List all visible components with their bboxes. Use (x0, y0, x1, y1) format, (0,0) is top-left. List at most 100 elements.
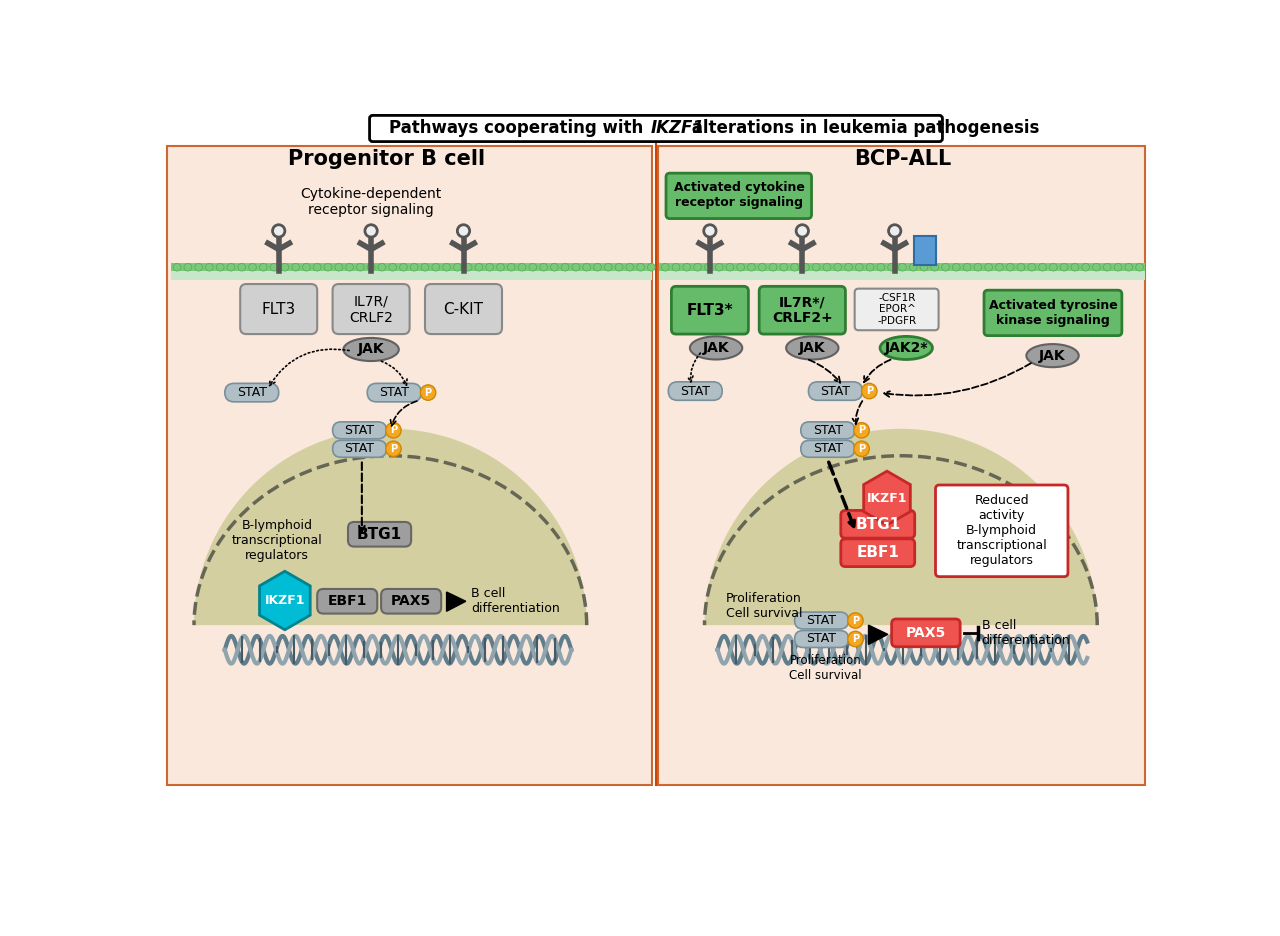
Circle shape (854, 423, 869, 438)
Circle shape (847, 631, 863, 647)
FancyBboxPatch shape (809, 382, 863, 401)
Text: PAX5: PAX5 (390, 594, 431, 608)
Text: Activated tyrosine
kinase signaling: Activated tyrosine kinase signaling (989, 299, 1117, 327)
Ellipse shape (343, 338, 399, 361)
Circle shape (636, 263, 644, 271)
Text: IKZF1: IKZF1 (265, 594, 305, 607)
Text: B cell
differentiation: B cell differentiation (982, 619, 1070, 647)
FancyBboxPatch shape (333, 422, 387, 439)
Circle shape (662, 263, 669, 271)
Text: Cytokine-dependent
receptor signaling: Cytokine-dependent receptor signaling (301, 186, 442, 217)
Wedge shape (704, 429, 1097, 625)
FancyBboxPatch shape (425, 284, 502, 334)
Circle shape (273, 225, 285, 237)
FancyBboxPatch shape (795, 612, 849, 629)
Text: BTG1: BTG1 (855, 517, 900, 532)
Circle shape (759, 263, 767, 271)
Circle shape (421, 263, 429, 271)
FancyBboxPatch shape (841, 510, 915, 538)
Circle shape (737, 263, 745, 271)
Text: -CSF1R
EPOR^
-PDGFR: -CSF1R EPOR^ -PDGFR (878, 293, 916, 326)
Bar (168, 146, 652, 785)
Circle shape (216, 263, 224, 271)
Text: STAT: STAT (820, 385, 850, 398)
FancyBboxPatch shape (241, 284, 317, 334)
Circle shape (431, 263, 439, 271)
Circle shape (942, 263, 950, 271)
Text: STAT: STAT (806, 633, 837, 646)
Text: P: P (390, 444, 397, 454)
Circle shape (1114, 263, 1121, 271)
Circle shape (411, 263, 419, 271)
Circle shape (562, 263, 570, 271)
Text: STAT: STAT (813, 424, 842, 437)
Bar (914, 236, 936, 265)
Circle shape (648, 263, 655, 271)
FancyBboxPatch shape (892, 619, 960, 647)
Circle shape (996, 263, 1004, 271)
Circle shape (823, 263, 831, 271)
Bar (172, 263, 652, 271)
Ellipse shape (690, 336, 742, 359)
Circle shape (1135, 263, 1143, 271)
Circle shape (282, 263, 289, 271)
Text: IKZF1: IKZF1 (867, 491, 908, 505)
Circle shape (861, 384, 877, 399)
Circle shape (854, 441, 869, 457)
Circle shape (389, 263, 397, 271)
Bar (659, 263, 1144, 271)
Circle shape (248, 263, 256, 271)
Circle shape (314, 263, 321, 271)
Circle shape (378, 263, 385, 271)
Circle shape (813, 263, 820, 271)
FancyBboxPatch shape (333, 440, 387, 458)
FancyBboxPatch shape (795, 631, 849, 648)
Circle shape (1060, 263, 1068, 271)
Circle shape (356, 263, 365, 271)
Circle shape (726, 263, 733, 271)
Circle shape (497, 263, 504, 271)
Text: alterations in leukemia pathogenesis: alterations in leukemia pathogenesis (686, 120, 1039, 138)
Text: FLT3: FLT3 (261, 302, 296, 317)
Circle shape (780, 263, 787, 271)
Circle shape (475, 263, 483, 271)
Circle shape (1050, 263, 1057, 271)
Text: Reduced
activity
B-lymphoid
transcriptional
regulators: Reduced activity B-lymphoid transcriptio… (956, 494, 1047, 567)
Circle shape (1006, 263, 1014, 271)
Circle shape (227, 263, 234, 271)
Text: P: P (858, 444, 865, 454)
FancyBboxPatch shape (672, 286, 749, 334)
Circle shape (801, 263, 809, 271)
Circle shape (952, 263, 960, 271)
Circle shape (457, 225, 470, 237)
Bar (659, 271, 1144, 280)
FancyBboxPatch shape (666, 173, 812, 219)
Circle shape (1103, 263, 1111, 271)
Circle shape (1018, 263, 1025, 271)
Circle shape (1038, 263, 1046, 271)
Circle shape (931, 263, 938, 271)
FancyBboxPatch shape (936, 485, 1068, 577)
Ellipse shape (786, 336, 838, 359)
Circle shape (195, 263, 202, 271)
Text: Pathways cooperating with: Pathways cooperating with (389, 120, 649, 138)
Ellipse shape (1027, 344, 1079, 367)
Circle shape (769, 263, 777, 271)
FancyBboxPatch shape (317, 589, 378, 614)
Text: STAT: STAT (237, 386, 266, 399)
Circle shape (582, 263, 590, 271)
Text: STAT: STAT (344, 424, 375, 437)
Text: JAK: JAK (703, 341, 730, 355)
Text: JAK: JAK (358, 343, 384, 357)
FancyBboxPatch shape (984, 290, 1121, 336)
Text: STAT: STAT (680, 385, 710, 398)
FancyBboxPatch shape (381, 589, 442, 614)
Text: FLT3*: FLT3* (686, 302, 733, 317)
Circle shape (716, 263, 723, 271)
Circle shape (684, 263, 691, 271)
Text: STAT: STAT (379, 386, 410, 399)
Circle shape (877, 263, 884, 271)
Circle shape (1082, 263, 1089, 271)
Circle shape (443, 263, 451, 271)
Text: P: P (390, 425, 397, 435)
